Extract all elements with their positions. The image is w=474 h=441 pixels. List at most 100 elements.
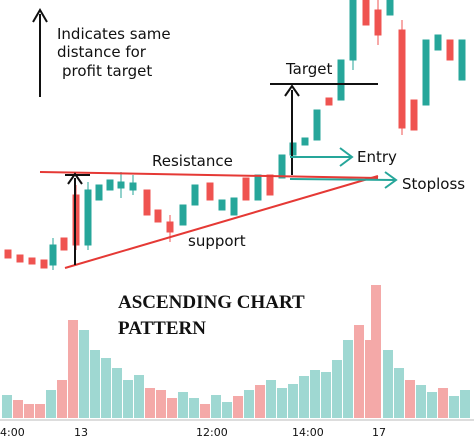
shape: [301, 137, 309, 146]
shape: [95, 184, 103, 201]
shape: [354, 325, 364, 418]
support-label: support: [188, 232, 246, 250]
shape: [278, 154, 286, 179]
shape: [178, 392, 188, 418]
x-tick-label: 14:00: [292, 426, 324, 439]
shape: [57, 380, 67, 418]
shape: [166, 221, 174, 233]
shape: [230, 197, 238, 216]
shape: [449, 396, 459, 418]
note-line: profit target: [62, 62, 152, 80]
shape: [416, 385, 426, 418]
shape: [191, 184, 199, 206]
shape: [145, 388, 155, 418]
shape: [284, 84, 300, 97]
entry-label: Entry: [357, 148, 397, 166]
shape: [60, 237, 68, 251]
shape: [343, 340, 353, 418]
shape: [90, 350, 100, 418]
shape: [39, 171, 379, 179]
shape: [410, 99, 418, 131]
shape: [383, 350, 393, 418]
shape: [289, 178, 397, 181]
shape: [362, 0, 370, 26]
shape: [218, 199, 226, 211]
shape: [242, 177, 250, 201]
shape: [134, 375, 144, 418]
shape: [349, 0, 357, 61]
shape: [24, 404, 34, 418]
shape: [2, 395, 12, 418]
shape: [123, 380, 133, 418]
shape: [288, 384, 298, 418]
shape: [299, 376, 309, 418]
x-tick-label: 4:00: [0, 426, 25, 439]
shape: [112, 368, 122, 418]
shape: [422, 39, 430, 106]
shape: [325, 97, 333, 106]
shape: [129, 182, 137, 191]
shape: [106, 179, 114, 191]
shape: [371, 285, 381, 418]
shape: [233, 396, 243, 418]
shape: [266, 380, 276, 418]
shape: [32, 8, 48, 23]
shape: [394, 368, 404, 418]
shape: [339, 147, 354, 167]
shape: [101, 358, 111, 418]
shape: [244, 390, 254, 418]
target-label: Target: [285, 60, 333, 78]
stoploss-label: Stoploss: [402, 175, 465, 193]
shape: [427, 392, 437, 418]
shape: [167, 398, 177, 418]
shape: [332, 360, 342, 418]
shape: [28, 257, 36, 265]
shape: [313, 109, 321, 141]
annotations: [32, 8, 398, 269]
note-line: Indicates same: [57, 25, 171, 43]
shape: [200, 404, 210, 418]
shape: [13, 400, 23, 418]
volume-bars: [2, 285, 470, 418]
shape: [255, 385, 265, 418]
note-line: distance for: [57, 43, 147, 61]
shape: [156, 390, 166, 418]
shape: [35, 404, 45, 418]
shape: [68, 320, 78, 418]
shape: [84, 189, 92, 246]
shape: [222, 402, 232, 418]
shape: [64, 175, 379, 269]
shape: [405, 380, 415, 418]
shape: [4, 249, 12, 259]
shape: [117, 181, 125, 189]
shape: [266, 174, 274, 196]
x-tick-label: 17: [372, 426, 386, 439]
shape: [49, 244, 57, 266]
shape: [337, 59, 345, 101]
x-tick-label: 13: [74, 426, 88, 439]
resistance-label: Resistance: [152, 152, 233, 170]
pattern-title: PATTERN: [118, 318, 206, 339]
shape: [374, 9, 382, 36]
shape: [143, 189, 151, 216]
shape: [365, 340, 375, 418]
shape: [310, 370, 320, 418]
shape: [79, 330, 89, 418]
shape: [211, 395, 221, 418]
shape: [384, 171, 398, 189]
x-axis-labels: 4:00 13 12:00 14:00 17: [0, 426, 386, 439]
x-tick-label: 12:00: [196, 426, 228, 439]
shape: [438, 388, 448, 418]
shape: [40, 259, 48, 269]
shape: [46, 390, 56, 418]
shape: [398, 29, 406, 129]
shape: [16, 254, 24, 263]
shape: [154, 209, 162, 223]
shape: [434, 34, 442, 51]
shape: [189, 398, 199, 418]
shape: [458, 39, 466, 81]
shape: [206, 182, 214, 201]
shape: [321, 372, 331, 418]
shape: [254, 174, 262, 201]
